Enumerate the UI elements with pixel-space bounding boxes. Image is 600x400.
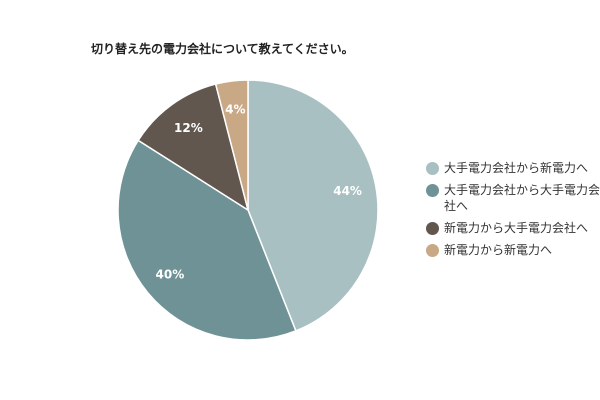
pie-slice[interactable]	[137, 83, 250, 212]
slice-value-label: 12%	[174, 121, 203, 135]
legend-label: 新電力から大手電力会社へ	[444, 221, 589, 235]
slice-value-label: 4%	[225, 102, 245, 116]
legend-item[interactable]: 大手電力会社から大手電力会社へ	[426, 182, 600, 214]
legend-swatch	[426, 184, 439, 197]
legend-item[interactable]: 新電力から大手電力会社へ	[426, 220, 600, 236]
slice-value-label: 44%	[333, 184, 362, 198]
pie-slice[interactable]	[214, 79, 249, 211]
legend-swatch	[426, 244, 439, 257]
legend-item[interactable]: 大手電力会社から新電力へ	[426, 160, 600, 176]
slice-value-label: 40%	[156, 268, 185, 282]
legend-item[interactable]: 新電力から新電力へ	[426, 242, 600, 258]
chart-title: 切り替え先の電力会社について教えてください。	[91, 42, 354, 56]
legend-swatch	[426, 222, 439, 235]
pie-slice[interactable]	[117, 139, 297, 341]
legend-label: 新電力から新電力へ	[444, 243, 553, 257]
legend: 大手電力会社から新電力へ 大手電力会社から大手電力会社へ 新電力から大手電力会社…	[426, 160, 600, 264]
legend-label: 大手電力会社から新電力へ	[444, 161, 589, 175]
legend-label: 大手電力会社から大手電力会社へ	[444, 183, 600, 213]
legend-swatch	[426, 162, 439, 175]
pie-slice[interactable]	[247, 79, 379, 332]
